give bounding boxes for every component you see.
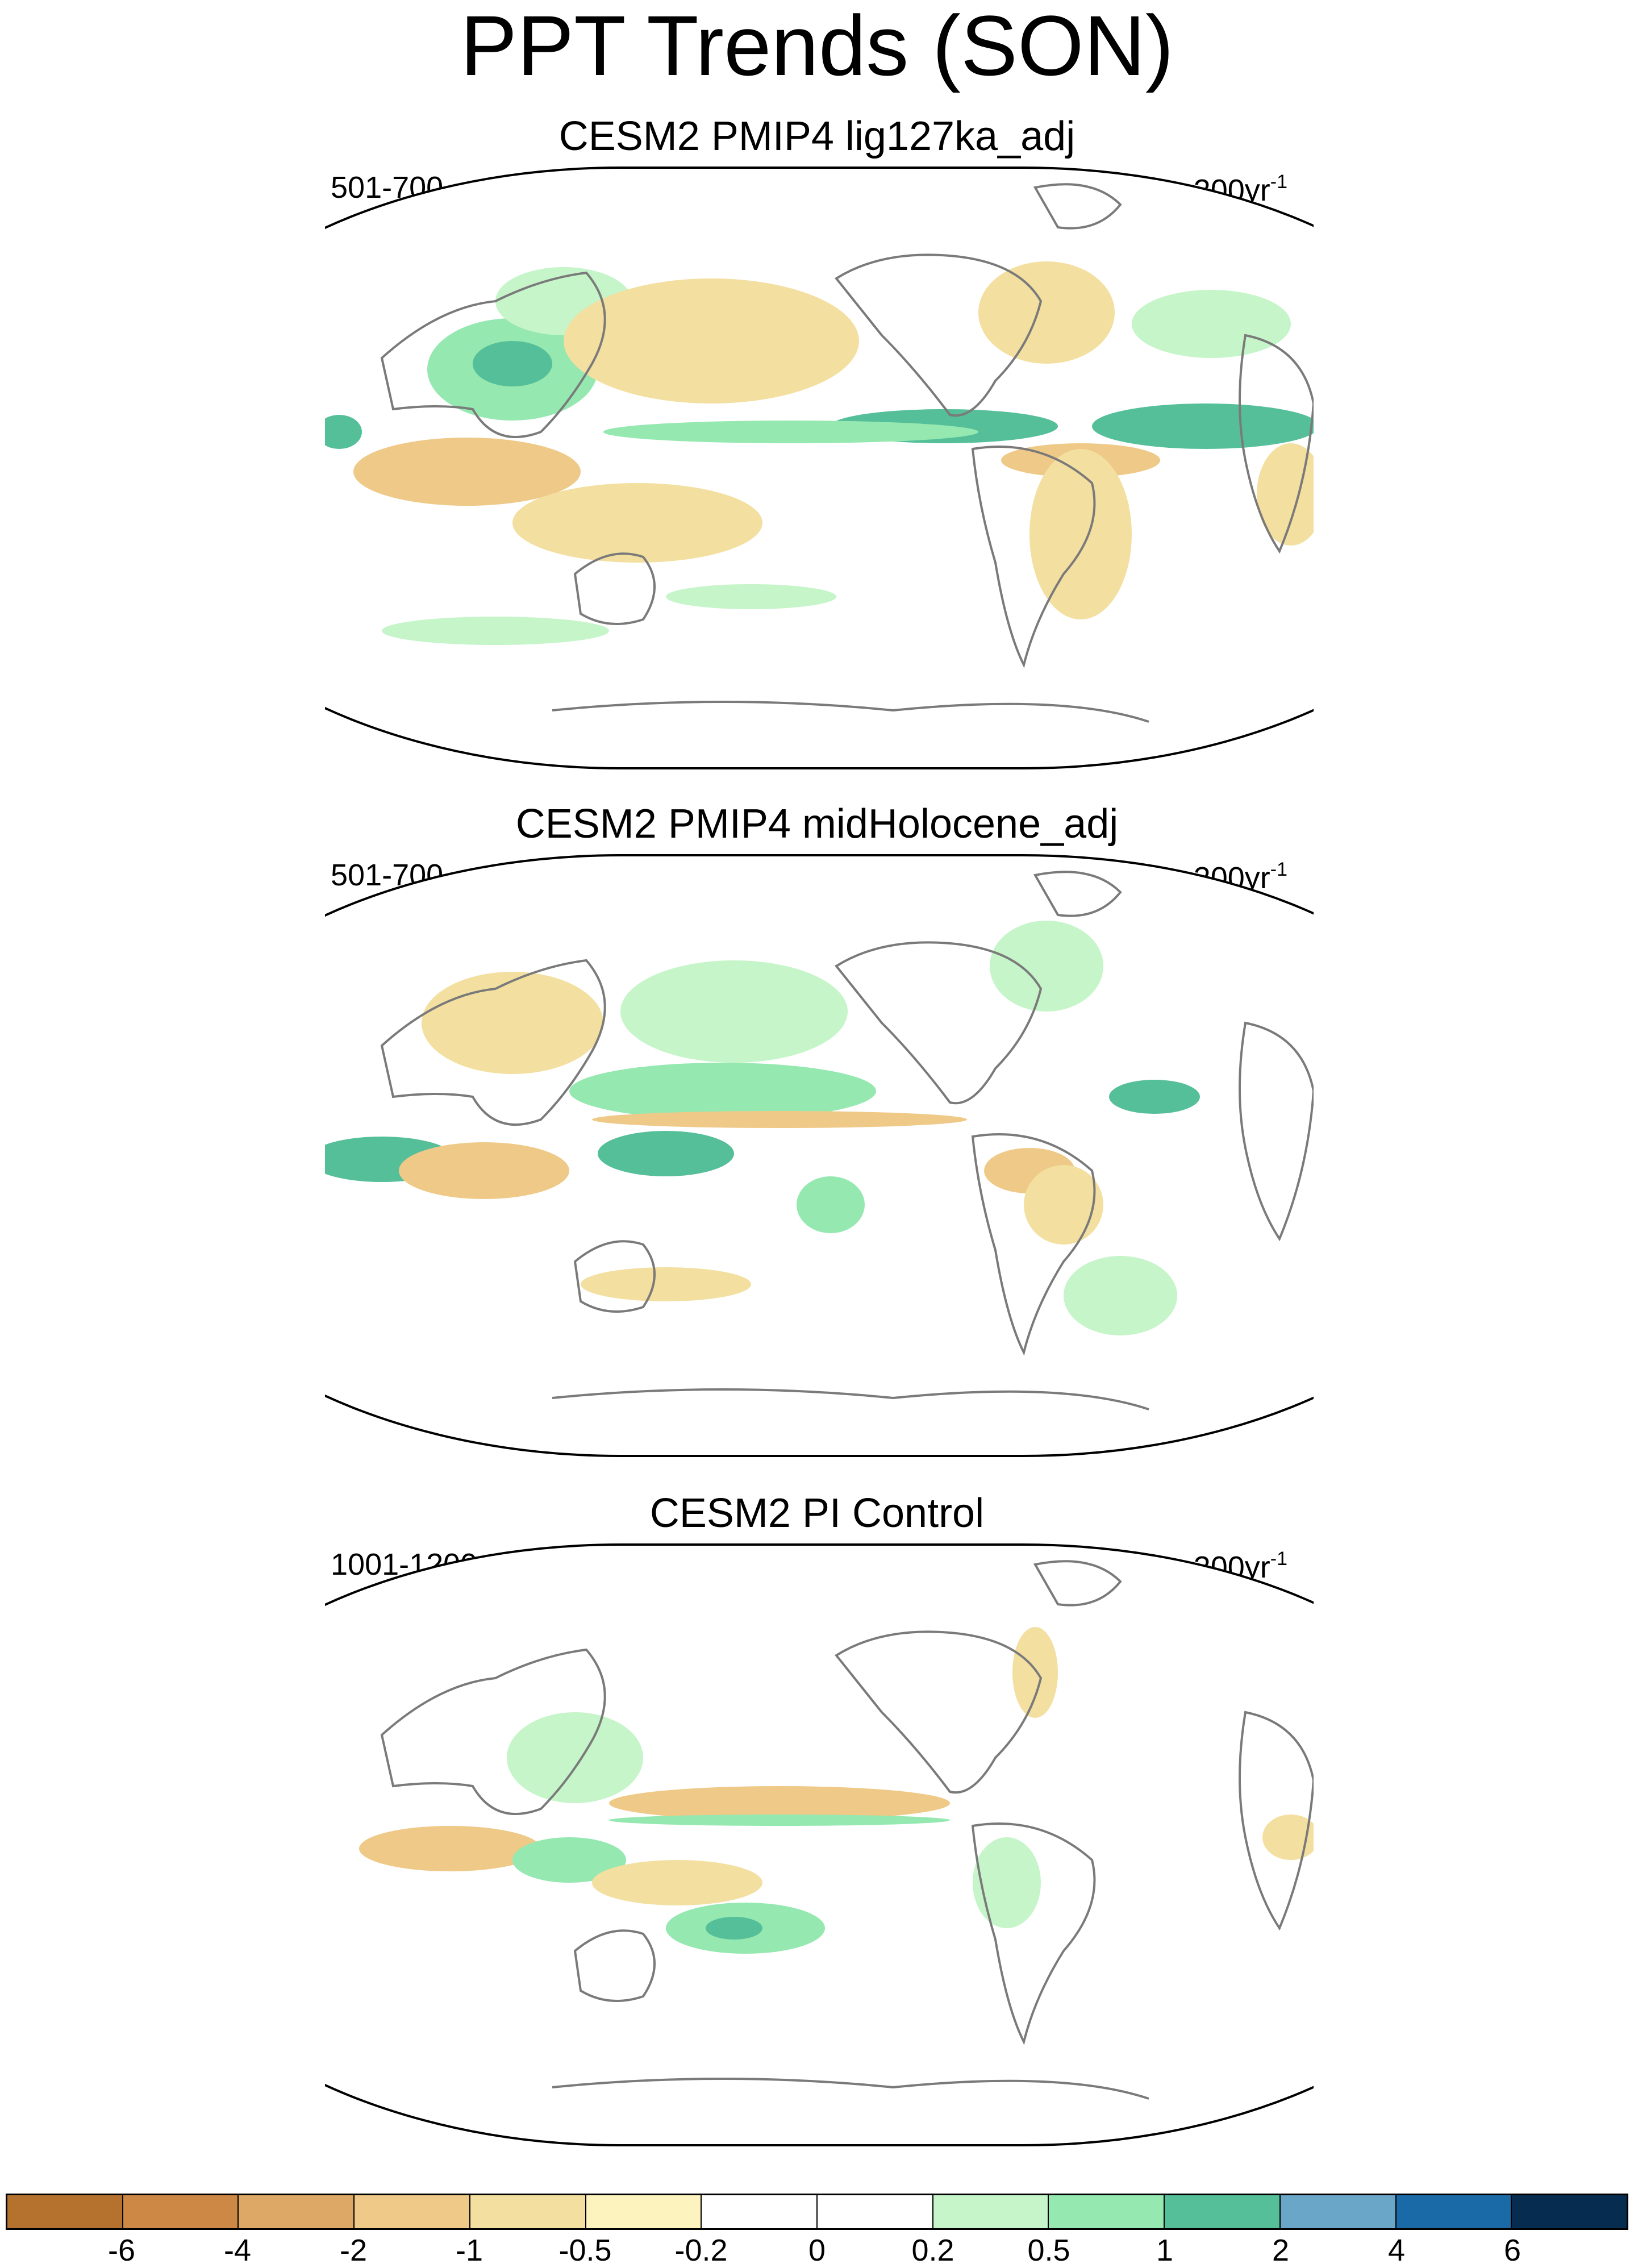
colorbar-segment (1280, 2195, 1397, 2228)
figure-title: PPT Trends (SON) (460, 0, 1174, 93)
anomaly-wet (603, 421, 978, 443)
coastline-antarctica (552, 2078, 1149, 2100)
coastline-australia (573, 1929, 656, 2002)
anomaly-wet (620, 960, 848, 1063)
precip-trend-map (325, 1543, 1314, 2146)
colorbar-segment (586, 2195, 702, 2228)
anomaly-wet (382, 617, 609, 645)
anomaly-wet (1132, 290, 1291, 358)
coastline-greenland (1033, 1560, 1122, 1607)
colorbar-tick-label: 0 (808, 2233, 826, 2267)
anomaly-dry (512, 483, 762, 563)
anomaly-dry (1012, 1627, 1058, 1718)
anomaly-dry (359, 1826, 541, 1871)
colorbar-tick-label: 0.2 (911, 2233, 954, 2267)
colorbar-tick-label: 1 (1156, 2233, 1174, 2267)
anomaly-wet (1109, 1080, 1200, 1114)
colorbar-tick-label: 4 (1387, 2233, 1406, 2267)
colorbar-segment (818, 2195, 933, 2228)
coastline-south-america (971, 446, 1096, 668)
coastline-north-america (835, 1630, 1043, 1794)
anomaly-wet (666, 584, 836, 609)
colorbar-segment (1165, 2195, 1281, 2228)
colorbar-segment (470, 2195, 586, 2228)
anomaly-wet (973, 1837, 1041, 1928)
coastline-greenland (1033, 183, 1122, 230)
colorbar-tick-label: -2 (339, 2233, 368, 2267)
coastline-asia (380, 271, 606, 438)
coastline-africa (1239, 334, 1314, 554)
colorbar-segment (7, 2195, 123, 2228)
globe-outline (325, 1543, 1314, 2146)
anomaly-dry (978, 261, 1115, 364)
colorbar-segment (1396, 2195, 1512, 2228)
coastline-africa (1239, 1021, 1314, 1242)
anomaly-dry (592, 1860, 762, 1905)
anomaly-dry (581, 1267, 751, 1301)
coastline-africa (1239, 1711, 1314, 1931)
colorbar-segment (702, 2195, 818, 2228)
anomaly-wet (512, 1837, 626, 1883)
anomaly-dry (353, 438, 581, 506)
precip-trend-map (325, 854, 1314, 1457)
anomaly-wet (1064, 1256, 1177, 1335)
coastline-south-america (971, 1133, 1096, 1356)
anomaly-dry (609, 1786, 950, 1820)
coastline-antarctica (552, 1388, 1149, 1410)
coastline-australia (573, 552, 656, 625)
anomaly-dry (399, 1142, 569, 1199)
coastline-south-america (971, 1822, 1096, 2045)
coastline-greenland (1033, 871, 1122, 917)
colorbar-segment (1512, 2195, 1627, 2228)
anomaly-wet (609, 1815, 950, 1826)
colorbar (6, 2194, 1628, 2230)
colorbar-tick-label: -0.2 (674, 2233, 728, 2267)
anomaly-dry (592, 1111, 967, 1128)
colorbar-segment (355, 2195, 470, 2228)
colorbar-tick-label: 2 (1272, 2233, 1290, 2267)
units-exponent: -1 (1270, 171, 1287, 193)
colorbar-tick-label: -4 (223, 2233, 252, 2267)
colorbar-tick-label: 6 (1503, 2233, 1522, 2267)
anomaly-wet (569, 1063, 876, 1120)
colorbar-segment (933, 2195, 1049, 2228)
anomaly-dry (1257, 443, 1314, 546)
precip-trend-map (325, 167, 1314, 769)
anomaly-wet (990, 921, 1103, 1012)
anomaly-dry (422, 972, 603, 1074)
anomaly-dry (1024, 1165, 1103, 1245)
panel-title: CESM2 PMIP4 lig127ka_adj (558, 114, 1076, 159)
colorbar-segment (239, 2195, 355, 2228)
panel-title: CESM2 PMIP4 midHolocene_adj (515, 801, 1119, 847)
units-exponent: -1 (1270, 859, 1287, 880)
anomaly-wet (797, 1176, 865, 1233)
colorbar-tick-label: -0.5 (558, 2233, 612, 2267)
anomaly-dry (564, 278, 859, 403)
anomaly-wet (473, 341, 552, 386)
coastline-north-america (835, 253, 1043, 417)
units-exponent: -1 (1270, 1548, 1287, 1570)
anomaly-wet (706, 1917, 762, 1940)
coastline-antarctica (552, 701, 1149, 723)
anomaly-wet (1092, 403, 1314, 449)
coastline-asia (380, 959, 606, 1126)
globe-outline (325, 167, 1314, 769)
coastline-asia (380, 1648, 606, 1815)
colorbar-segment (1049, 2195, 1165, 2228)
anomaly-dry (1029, 449, 1132, 619)
globe-outline (325, 854, 1314, 1457)
anomaly-wet (507, 1712, 643, 1803)
panel-title: CESM2 PI Control (649, 1491, 985, 1536)
colorbar-tick-label: 0.5 (1027, 2233, 1070, 2267)
colorbar-segment (123, 2195, 239, 2228)
coastline-north-america (835, 941, 1043, 1105)
colorbar-tick-label: -1 (455, 2233, 483, 2267)
anomaly-wet (598, 1131, 734, 1176)
coastline-australia (573, 1240, 656, 1313)
anomaly-wet (325, 415, 362, 449)
colorbar-tick-label: -6 (107, 2233, 136, 2267)
